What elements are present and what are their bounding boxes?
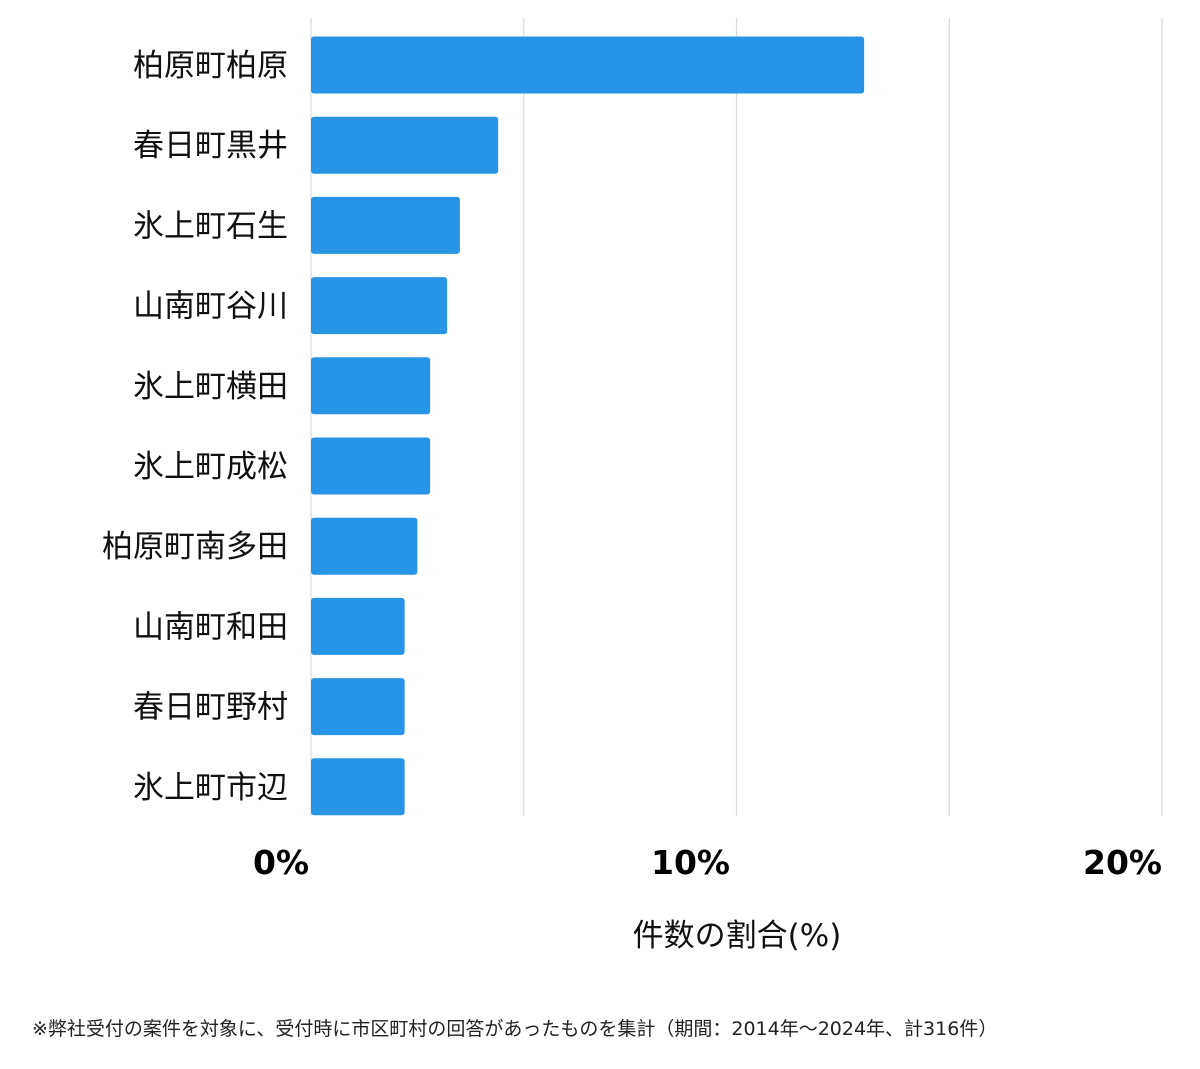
x-tick-label: 20%	[1083, 843, 1162, 882]
category-label: 柏原町南多田	[102, 529, 288, 565]
category-label: 山南町谷川	[133, 289, 288, 325]
bar	[311, 357, 431, 415]
category-label: 柏原町柏原	[133, 48, 288, 84]
category-label: 山南町和田	[133, 609, 288, 645]
x-tick-label: 0%	[253, 843, 309, 882]
bar	[311, 597, 405, 655]
category-label: 氷上町成松	[133, 449, 288, 485]
bar	[311, 517, 418, 575]
x-tick-labels: 0% 10% 20%	[253, 843, 1162, 882]
bar	[311, 196, 460, 254]
bar	[311, 116, 499, 174]
category-label: 氷上町横田	[133, 369, 288, 405]
category-label: 春日町野村	[133, 690, 288, 726]
x-tick-label: 10%	[651, 843, 730, 882]
bar	[311, 758, 405, 816]
category-label: 氷上町石生	[133, 208, 288, 244]
x-axis-title: 件数の割合(%)	[633, 918, 842, 954]
footnote: ※弊社受付の案件を対象に、受付時に市区町村の回答があったものを集計（期間：201…	[32, 1018, 998, 1040]
category-label: 春日町黒井	[133, 128, 288, 164]
bar	[311, 678, 405, 736]
bar	[311, 36, 865, 94]
bar	[311, 277, 448, 335]
category-labels: 柏原町柏原春日町黒井氷上町石生山南町谷川氷上町横田氷上町成松柏原町南多田山南町和…	[102, 48, 288, 806]
bars	[311, 36, 865, 816]
category-label: 氷上町市辺	[133, 770, 288, 806]
bar	[311, 437, 431, 495]
